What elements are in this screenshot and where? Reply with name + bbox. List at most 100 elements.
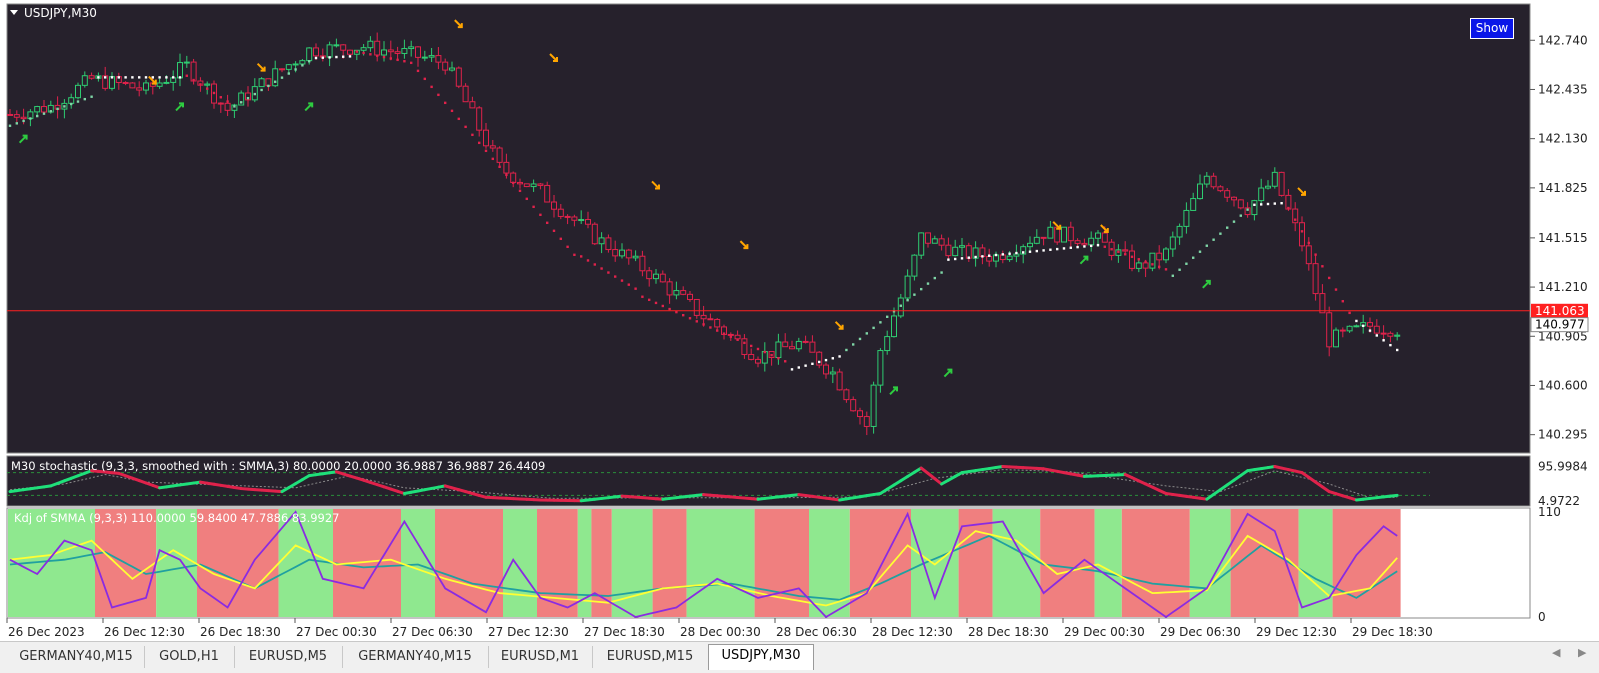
- candle-body: [1306, 246, 1311, 264]
- candle-body: [484, 130, 489, 146]
- time-tick-label: 28 Dec 00:30: [680, 625, 761, 639]
- candle-body: [844, 390, 849, 400]
- psar-dot: [165, 76, 167, 78]
- candle-body: [300, 61, 305, 64]
- chevron-right-icon[interactable]: ▶: [1578, 646, 1586, 659]
- psar-dot: [1097, 244, 1099, 246]
- psar-dot: [1280, 202, 1282, 204]
- candle-body: [477, 108, 482, 130]
- candle-body: [898, 298, 903, 316]
- show-button[interactable]: Show: [1470, 18, 1514, 39]
- psar-dot: [906, 299, 908, 301]
- kdj-title: Kdj of SMMA (9,3,3) 110.0000 59.8400 47.…: [14, 511, 340, 525]
- psar-dot: [1070, 247, 1072, 249]
- psar-dot: [1199, 251, 1201, 253]
- candle-body: [21, 117, 26, 118]
- candle-body: [776, 342, 781, 358]
- tab-eurusd-m5[interactable]: EURUSD,M5: [234, 646, 343, 668]
- psar-dot: [512, 182, 514, 184]
- candle-body: [1395, 335, 1400, 336]
- candle-body: [1157, 253, 1162, 260]
- psar-dot: [9, 125, 11, 127]
- candle-body: [613, 250, 618, 256]
- psar-dot: [614, 275, 616, 277]
- candle-body: [728, 334, 733, 335]
- psar-dot: [56, 108, 58, 110]
- candle-body: [1028, 243, 1033, 246]
- psar-dot: [1042, 249, 1044, 251]
- psar-dot: [315, 57, 317, 59]
- candle-body: [1388, 333, 1393, 336]
- psar-dot: [281, 76, 283, 78]
- kdj-tick-label: 0: [1538, 610, 1546, 624]
- psar-dot: [845, 349, 847, 351]
- psar-dot: [186, 75, 188, 77]
- psar-dot: [1117, 251, 1119, 253]
- candle-body: [715, 319, 720, 326]
- psar-dot: [349, 55, 351, 57]
- psar-dot: [1233, 220, 1235, 222]
- psar-dot: [16, 122, 18, 124]
- candle-body: [191, 62, 196, 81]
- candle-body: [14, 115, 19, 118]
- psar-dot: [145, 76, 147, 78]
- psar-dot: [22, 120, 24, 122]
- tab-germany40-m15[interactable]: GERMANY40,M15: [8, 646, 145, 668]
- psar-dot: [702, 323, 704, 325]
- tab-eurusd-m15[interactable]: EURUSD,M15: [592, 646, 709, 668]
- kdj-zone: [1299, 509, 1333, 617]
- psar-dot: [111, 76, 113, 78]
- tab-usdjpy-m30[interactable]: USDJPY,M30: [708, 644, 814, 670]
- candle-body: [436, 56, 441, 63]
- psar-dot: [879, 321, 881, 323]
- psar-dot: [1219, 232, 1221, 234]
- psar-dot: [233, 105, 235, 107]
- tab-eurusd-m1[interactable]: EURUSD,M1: [488, 646, 593, 668]
- chevron-left-icon[interactable]: ◀: [1552, 646, 1560, 659]
- psar-dot: [1342, 300, 1344, 302]
- candle-body: [178, 63, 183, 78]
- price-tick-label: 140.600: [1538, 378, 1588, 392]
- psar-dot: [961, 257, 963, 259]
- kdj-zone: [1122, 509, 1190, 617]
- kdj-zone: [653, 509, 687, 617]
- psar-dot: [50, 110, 52, 112]
- candle-body: [1232, 197, 1237, 200]
- candle-body: [1170, 237, 1175, 249]
- psar-dot: [872, 327, 874, 329]
- psar-dot: [580, 255, 582, 257]
- candle-body: [82, 76, 87, 86]
- psar-dot: [260, 89, 262, 91]
- kdj-zone: [1095, 509, 1122, 617]
- candle-body: [395, 52, 400, 54]
- psar-dot: [274, 81, 276, 83]
- kdj-zone: [156, 509, 197, 617]
- psar-dot: [84, 98, 86, 100]
- tab-gold-h1[interactable]: GOLD,H1: [144, 646, 235, 668]
- psar-dot: [716, 329, 718, 331]
- psar-dot: [172, 76, 174, 78]
- kdj-zone: [1040, 509, 1094, 617]
- psar-dot: [947, 258, 949, 260]
- candle-body: [742, 339, 747, 355]
- time-tick-label: 29 Dec 00:30: [1064, 625, 1145, 639]
- candle-body: [851, 400, 856, 411]
- candle-body: [130, 83, 135, 88]
- price-tick-label: 141.210: [1538, 280, 1588, 294]
- psar-dot: [505, 174, 507, 176]
- psar-dot: [1376, 334, 1378, 336]
- psar-dot: [940, 271, 942, 273]
- psar-dot: [621, 279, 623, 281]
- candle-body: [926, 233, 931, 243]
- psar-dot: [566, 246, 568, 248]
- candle-body: [1123, 250, 1128, 251]
- psar-dot: [900, 305, 902, 307]
- candle-body: [409, 47, 414, 49]
- tab-germany40-m15[interactable]: GERMANY40,M15: [342, 646, 489, 668]
- psar-dot: [764, 351, 766, 353]
- price-tick-label: 140.295: [1538, 428, 1588, 442]
- time-tick-label: 26 Dec 2023: [8, 625, 85, 639]
- psar-dot: [1144, 261, 1146, 263]
